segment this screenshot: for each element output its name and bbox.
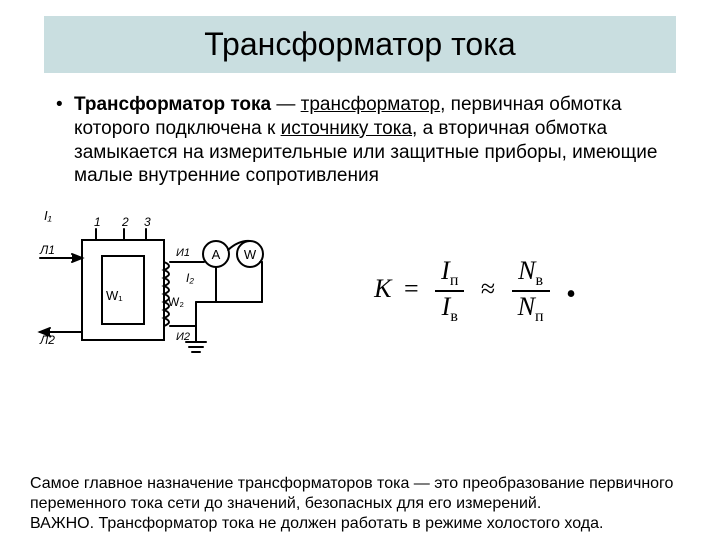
- bullet: •: [56, 93, 74, 188]
- title-bar: Трансформатор тока: [44, 16, 676, 73]
- footer-text: Самое главное назначение трансформаторов…: [30, 474, 690, 534]
- definition-text: Трансформатор тока — трансформатор, перв…: [74, 93, 664, 188]
- formula-k: K: [374, 274, 391, 303]
- formula-eq: =: [404, 274, 419, 303]
- formula-approx: ≈: [481, 274, 495, 303]
- label-i2: I₂: [186, 271, 194, 285]
- num1: I: [441, 256, 450, 285]
- formula-dot: •: [566, 279, 576, 310]
- frac-2: Nв Nп: [512, 256, 550, 326]
- num2-sub: в: [536, 272, 544, 289]
- label-w1: W₁: [106, 288, 123, 303]
- page-title: Трансформатор тока: [58, 26, 662, 63]
- num2: N: [518, 256, 535, 285]
- meter-w: W: [244, 247, 257, 262]
- meter-a: A: [212, 247, 221, 262]
- frac-1: Iп Iв: [435, 256, 464, 326]
- link-current-source[interactable]: источнику тока: [281, 118, 412, 139]
- definition-paragraph: • Трансформатор тока — трансформатор, пе…: [56, 93, 664, 188]
- label-l1: Л1: [39, 243, 55, 257]
- den2-sub: п: [535, 308, 544, 325]
- label-1: 1: [94, 215, 101, 229]
- den1: I: [442, 292, 451, 321]
- den2: N: [518, 292, 535, 321]
- num1-sub: п: [450, 272, 459, 289]
- circuit-diagram: I₁ 1 2 3 Л1 Л2 W₁: [36, 206, 276, 376]
- label-3: 3: [144, 215, 151, 229]
- link-transformer[interactable]: трансформатор: [301, 94, 440, 115]
- definition-dash: —: [271, 94, 301, 115]
- den1-sub: в: [450, 308, 458, 325]
- label-u1: И1: [176, 247, 190, 259]
- figure-row: I₁ 1 2 3 Л1 Л2 W₁: [36, 206, 664, 376]
- label-2: 2: [121, 215, 129, 229]
- label-i1: I₁: [44, 208, 52, 223]
- footer-line1: Самое главное назначение трансформаторов…: [30, 474, 690, 514]
- definition-term: Трансформатор тока: [74, 94, 271, 115]
- label-w2: W₂: [168, 295, 184, 309]
- formula: K = Iп Iв ≈ Nв Nп •: [296, 256, 664, 326]
- footer-line2: ВАЖНО. Трансформатор тока не должен рабо…: [30, 514, 690, 534]
